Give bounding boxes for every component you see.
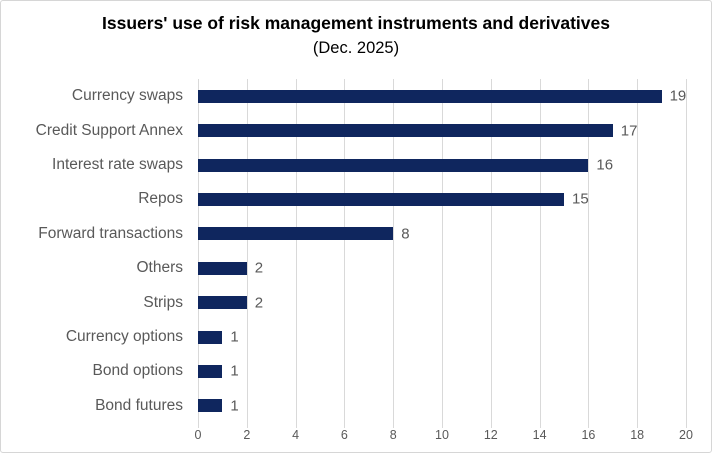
bar: [198, 399, 223, 413]
category-label: Bond options: [92, 362, 184, 380]
value-label: 2: [254, 259, 264, 277]
gridline: [686, 79, 687, 428]
value-label: 17: [620, 122, 638, 140]
x-tick-label: 14: [532, 428, 547, 442]
bar: [198, 89, 662, 103]
bar: [198, 227, 394, 241]
plot-area: 19 17 16 15 8 2 2 1 1 1: [198, 79, 687, 428]
x-tick-label: 12: [483, 428, 498, 442]
bar: [198, 124, 613, 138]
gridline: [198, 79, 199, 428]
gridline: [393, 79, 395, 428]
x-tick-label: 20: [679, 428, 693, 442]
value-axis: 0 2 4 6 8 10 12 14 16 18 20: [194, 428, 693, 444]
x-tick-label: 2: [243, 428, 251, 442]
gridline: [295, 79, 297, 428]
x-tick-label: 6: [340, 428, 348, 442]
gridline: [539, 79, 541, 428]
category-label: Credit Support Annex: [35, 121, 183, 139]
bar: [198, 296, 247, 310]
value-label: 1: [230, 328, 239, 346]
category-label: Currency swaps: [71, 87, 183, 105]
value-label: 16: [596, 156, 614, 174]
category-label: Repos: [138, 190, 183, 208]
value-label: 15: [572, 190, 589, 208]
bar: [198, 330, 223, 344]
category-axis: Currency swaps Credit Support Annex Intere…: [1, 79, 183, 423]
x-tick-label: 16: [581, 428, 596, 442]
bar: [198, 261, 247, 275]
gridline: [442, 79, 443, 428]
bar: [198, 192, 564, 206]
value-label: 19: [669, 87, 687, 105]
chart-subtitle: (Dec. 2025): [312, 39, 400, 57]
gridline: [637, 79, 639, 428]
bar: [198, 158, 589, 172]
category-label: Currency options: [65, 328, 183, 345]
category-label: Others: [136, 259, 183, 277]
category-label: Forward transactions: [38, 224, 183, 242]
value-label: 8: [401, 225, 410, 243]
value-label: 2: [254, 294, 264, 312]
x-tick-label: 0: [194, 428, 202, 442]
gridline: [588, 79, 590, 428]
gridline: [490, 79, 492, 428]
chart-title: Issuers' use of risk management instrume…: [102, 13, 610, 33]
x-tick-label: 8: [389, 428, 397, 442]
category-label: Strips: [143, 293, 183, 311]
gridline: [246, 79, 248, 428]
category-label: Bond futures: [95, 396, 183, 414]
value-label: 1: [230, 397, 239, 415]
x-tick-label: 4: [292, 428, 300, 442]
x-tick-label: 10: [435, 428, 449, 442]
bar: [198, 364, 223, 378]
value-label: 1: [230, 362, 239, 380]
x-tick-label: 18: [630, 428, 645, 442]
category-label: Interest rate swaps: [52, 156, 183, 173]
gridline: [344, 79, 346, 428]
